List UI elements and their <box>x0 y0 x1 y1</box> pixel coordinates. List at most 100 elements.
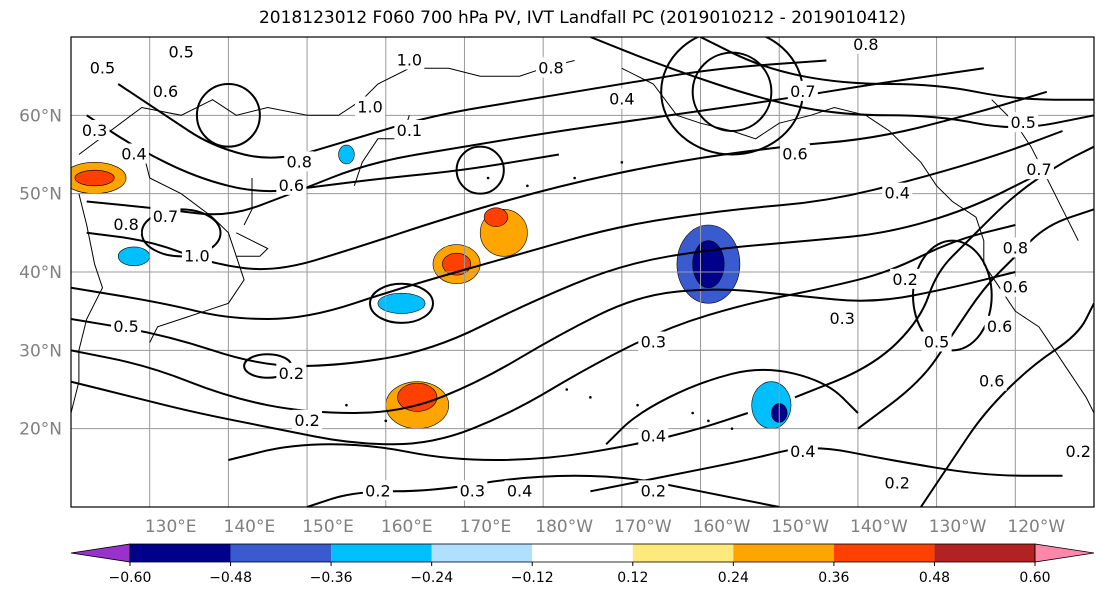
pv-contour <box>590 447 1063 493</box>
contour-label: 0.4 <box>609 90 634 109</box>
contour-label: 0.5 <box>113 317 138 336</box>
pv-contour <box>71 224 1016 446</box>
pv-contour <box>71 271 1016 415</box>
lat-tick-label: 40°N <box>19 263 62 283</box>
contour-label-bg <box>827 308 858 328</box>
contour-label-bg <box>394 120 425 140</box>
contour-label-bg <box>890 268 921 289</box>
contour-label-bg <box>276 362 307 383</box>
colorbar-segment <box>632 544 734 562</box>
coastline <box>243 178 253 226</box>
lon-tick-label: 170°W <box>614 517 672 537</box>
contour-label: 0.5 <box>168 43 193 62</box>
contour-label-bg <box>638 425 669 446</box>
lon-tick-label: 140°W <box>850 517 908 537</box>
contour-label-bg <box>181 245 212 266</box>
contour-label-bg <box>882 472 913 493</box>
colorbar-segment <box>230 544 332 562</box>
colorbar-segment <box>733 544 834 562</box>
contour-label-bg <box>111 315 142 336</box>
contour-label: 0.8 <box>853 35 878 54</box>
contour-label: 0.3 <box>82 121 107 140</box>
contour-label: 0.2 <box>885 474 910 493</box>
colorbar-tick-label: −0.60 <box>109 570 152 586</box>
shade-n-pacific-red-1 <box>483 207 509 227</box>
contour-label: 0.8 <box>113 215 138 234</box>
contour-label: 0.8 <box>286 152 311 171</box>
pv-contour-loop <box>140 208 222 258</box>
shade-kuril-blue <box>338 144 355 165</box>
shade-hawaii-blue <box>751 381 792 429</box>
contour-label-bg <box>1000 276 1031 297</box>
colorbar-tick-label: −0.12 <box>511 570 554 586</box>
contour-label-bg <box>362 480 393 501</box>
colorbar-outline <box>129 543 1036 563</box>
contour-label-bg <box>150 80 181 101</box>
lon-tick-label: 160°W <box>693 517 751 537</box>
island <box>565 388 569 391</box>
pv-contour-loop <box>195 83 261 148</box>
colorbar-segment <box>532 544 633 562</box>
shaded-anomalies <box>71 144 792 429</box>
contour-label-bg <box>111 214 142 234</box>
pv-contour <box>71 177 1032 368</box>
contour-label-bg <box>166 41 197 62</box>
contour-label-bg <box>1023 159 1054 180</box>
contour-label-bg <box>457 480 488 501</box>
coastline <box>236 232 269 257</box>
contour-label-bg <box>882 182 913 203</box>
contour-label: 1.0 <box>184 246 209 265</box>
lon-tick-label: 180°W <box>535 517 593 537</box>
shade-gulf-alaska-darkblue <box>692 240 725 288</box>
lon-tick-label: 140°E <box>224 517 276 537</box>
map-frame <box>70 36 1095 508</box>
pv-contour <box>86 67 984 216</box>
colorbar-tick-label: 0.48 <box>919 570 950 586</box>
pv-contour-loop <box>369 282 434 324</box>
lat-tick-label: 60°N <box>19 106 62 126</box>
contour-label-bg <box>787 441 818 462</box>
colorbar-segment <box>833 544 935 562</box>
colorbar-extend-low <box>70 543 131 563</box>
contour-label: 0.6 <box>153 82 178 101</box>
colorbar-tick-label: −0.36 <box>310 570 353 586</box>
shade-mid-pacific-blue <box>377 292 426 314</box>
chart-title: 2018123012 F060 700 hPa PV, IVT Landfall… <box>258 8 906 28</box>
shade-west-pacific-red <box>74 169 115 187</box>
contour-label-bg <box>1000 237 1031 258</box>
contour-label: 0.2 <box>641 481 666 500</box>
contour-label-bg <box>118 143 149 164</box>
colorbar-tick-label: 0.12 <box>617 570 648 586</box>
island <box>526 184 529 188</box>
pv-contour <box>590 37 1094 129</box>
colorbar-segment <box>934 544 1035 562</box>
contour-label: 0.2 <box>365 481 390 500</box>
lat-tick-label: 20°N <box>19 420 62 440</box>
pv-contour-loop <box>455 145 505 195</box>
contour-label: 0.7 <box>790 82 815 101</box>
coastline <box>78 60 575 155</box>
shade-subtropical-red <box>397 382 438 412</box>
lon-tick-label: 130°W <box>929 517 987 537</box>
island <box>486 176 490 180</box>
colorbar-tick-label: 0.60 <box>1019 570 1050 586</box>
pv-contour <box>857 208 1094 430</box>
contour-label: 0.8 <box>1003 239 1028 258</box>
contour-label: 0.8 <box>538 58 563 77</box>
contour-label: 0.2 <box>1066 442 1091 461</box>
contour-label: 1.0 <box>397 51 422 70</box>
contour-label-bg <box>1063 441 1094 462</box>
colorbar-segment <box>431 544 533 562</box>
contour-label-bg <box>87 57 118 78</box>
lat-tick-label: 50°N <box>19 185 62 205</box>
lat-tick-label: 30°N <box>19 341 62 361</box>
contour-label-bg <box>1008 112 1039 133</box>
lon-tick-label: 160°E <box>381 517 433 537</box>
lon-tick-label: 150°W <box>771 517 829 537</box>
contour-label: 0.6 <box>279 176 304 195</box>
contour-label: 0.2 <box>892 270 917 289</box>
colorbar-extend-high <box>1034 543 1095 563</box>
lon-tick-label: 170°E <box>460 517 512 537</box>
contour-label-bg <box>984 315 1015 336</box>
